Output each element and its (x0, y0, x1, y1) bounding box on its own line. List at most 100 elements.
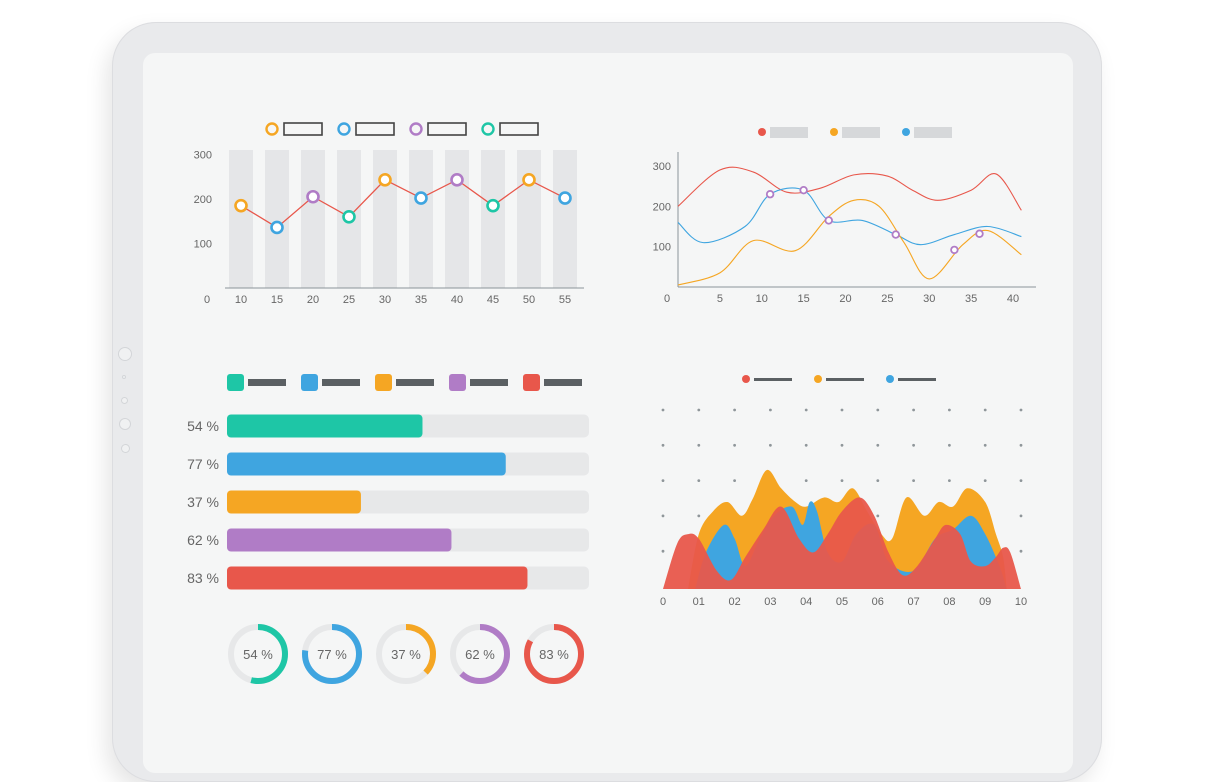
grid-dot (1019, 408, 1023, 412)
data-point (486, 198, 500, 213)
legend-label-box (470, 379, 508, 386)
bar-label: 83 % (187, 570, 219, 586)
chart-stripe (373, 150, 397, 288)
grid-dot (661, 443, 665, 447)
legend-marker (742, 375, 750, 383)
x-tick-label: 35 (415, 294, 427, 306)
bar-label: 77 % (187, 456, 219, 472)
line-chart-top-right: 300 200 100 0 5 10 15 20 25 30 35 40 (653, 127, 1036, 305)
grid-dot (733, 408, 736, 412)
data-point (558, 191, 572, 205)
donut-arc (302, 624, 362, 684)
series-line (240, 179, 566, 229)
tablet-side-button (122, 375, 126, 379)
y-tick-label: 200 (194, 194, 212, 206)
grid-dot (661, 479, 665, 482)
x-tick-label: 10 (235, 294, 247, 306)
bar (227, 414, 423, 438)
donut-arc (450, 624, 510, 684)
donut-label: 37 % (391, 647, 421, 662)
x-tick-label: 40 (1007, 293, 1019, 305)
legend-marker (301, 374, 318, 391)
area-series-red (663, 497, 1021, 589)
legend-label-box (499, 122, 539, 136)
legend-label-line (898, 378, 936, 381)
x-tick-label: 0 (660, 596, 666, 608)
grid-dot (876, 514, 880, 518)
grid-dot (1019, 479, 1023, 482)
legend-label-box (322, 379, 360, 386)
bar-label: 54 % (187, 418, 219, 434)
legend-marker (375, 374, 392, 391)
y-tick-label: 100 (194, 238, 212, 250)
legend-marker (758, 128, 766, 136)
x-tick-label: 07 (907, 596, 919, 608)
data-point (799, 185, 808, 195)
area-chart-bottom-right: 0 01 02 03 04 05 06 07 08 09 10 (660, 375, 1027, 608)
origin-label: 0 (664, 293, 670, 305)
grid-dot (912, 479, 915, 482)
x-tick-label: 15 (271, 294, 283, 306)
x-tick-label: 10 (756, 293, 768, 305)
grid-dot (912, 408, 915, 412)
data-point (522, 173, 536, 187)
origin-label: 0 (204, 294, 210, 306)
donut-label: 54 % (243, 647, 273, 662)
y-tick-label: 300 (653, 161, 671, 173)
series-line-red (677, 166, 1022, 211)
y-tick-label: 300 (194, 149, 212, 161)
grid-dot (948, 408, 951, 412)
chart-stripe (445, 150, 469, 288)
chart-stripe (265, 150, 289, 288)
x-tick-label: 30 (923, 293, 935, 305)
legend-label-box (283, 122, 323, 136)
progress-bar-chart: 54 % 77 % 37 % 62 % 83 % (187, 374, 589, 590)
tablet-side-button (118, 347, 132, 361)
legend-marker (830, 128, 838, 136)
x-tick-label: 40 (451, 294, 463, 306)
grid-dot (876, 443, 880, 447)
legend-label-box (427, 122, 467, 136)
donut-arc (376, 624, 436, 684)
chart-stripe (517, 150, 541, 288)
x-tick-label: 04 (800, 596, 812, 608)
data-point (824, 216, 833, 225)
tablet-side-button (119, 418, 131, 430)
x-tick-label: 20 (307, 294, 319, 306)
series-line-blue (677, 187, 1022, 246)
chart-stripe (301, 150, 325, 288)
legend-marker (265, 122, 279, 136)
grid-dot (948, 479, 951, 482)
x-tick-label: 02 (728, 596, 740, 608)
data-point (975, 229, 984, 238)
bar (227, 528, 452, 552)
grid-dot (983, 443, 987, 447)
x-tick-label: 35 (965, 293, 977, 305)
data-point (270, 220, 284, 235)
grid-dot (769, 443, 772, 447)
grid-dot (733, 443, 736, 447)
data-point (765, 190, 775, 199)
grid-dot (697, 514, 701, 518)
legend-label-box (396, 379, 434, 386)
legend-marker (886, 375, 894, 383)
donut-label: 62 % (465, 647, 495, 662)
grid-dot (769, 408, 772, 412)
x-tick-label: 25 (881, 293, 893, 305)
x-tick-label: 01 (693, 596, 705, 608)
x-tick-label: 5 (717, 293, 723, 305)
grid-dot (948, 443, 951, 447)
donut-charts: 54 % 77 % 37 % 62 % 83 % (228, 624, 584, 684)
chart-stripe (229, 150, 253, 288)
donut-label: 77 % (317, 647, 347, 662)
legend-marker (814, 375, 822, 383)
x-tick-label: 06 (872, 596, 884, 608)
grid-dot (1019, 443, 1023, 447)
grid-dot (876, 479, 880, 482)
x-tick-label: 03 (764, 596, 776, 608)
legend-label-box (355, 122, 395, 136)
tablet-screen (143, 53, 1073, 773)
x-tick-label: 15 (798, 293, 810, 305)
legend-label-box (544, 379, 582, 386)
grid-dot (1019, 514, 1023, 518)
